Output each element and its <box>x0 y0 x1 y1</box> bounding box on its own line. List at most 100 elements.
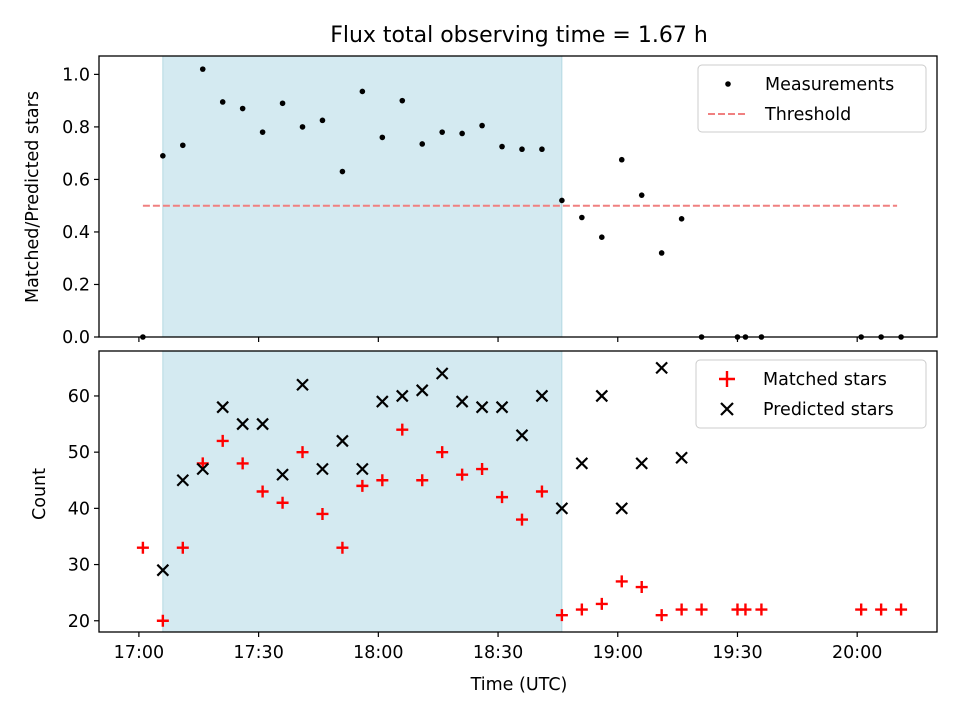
matched-stars-point <box>396 423 409 436</box>
matched-stars-point <box>296 446 309 459</box>
matched-stars-point <box>855 603 868 616</box>
matched-stars-point <box>515 513 528 526</box>
matched-stars-point <box>675 603 688 616</box>
measurement-point <box>299 124 306 130</box>
measurement-point <box>678 216 685 222</box>
predicted-stars-point <box>156 563 170 577</box>
bottom-panel-frame <box>98 350 938 633</box>
measurement-point <box>359 88 366 95</box>
y-tick-label: 40 <box>68 499 90 519</box>
legend-marker-measurements <box>725 81 731 87</box>
top-panel-frame <box>98 55 938 338</box>
measurement-point <box>339 168 346 175</box>
y-tick-label: 1.0 <box>62 65 90 85</box>
matched-stars-point <box>436 446 449 459</box>
predicted-stars-point <box>415 384 429 397</box>
matched-stars-point <box>416 474 429 487</box>
matched-stars-point <box>875 603 888 616</box>
measurement-point <box>479 122 485 129</box>
predicted-stars-point <box>575 457 589 470</box>
matched-stars-point <box>216 434 229 447</box>
legend-label-threshold: Threshold <box>764 105 851 125</box>
measurement-point <box>519 146 525 153</box>
matched-stars-point <box>739 603 752 616</box>
matched-stars-point <box>256 485 269 498</box>
y-tick-label: 0.6 <box>62 170 90 190</box>
matched-stars-point <box>376 474 389 487</box>
count-points <box>136 361 908 627</box>
measurement-point <box>599 234 605 241</box>
y-tick-label: 50 <box>68 443 90 463</box>
matched-stars-point <box>655 609 668 622</box>
legend-label-measurements: Measurements <box>765 75 894 95</box>
predicted-stars-point <box>176 473 190 487</box>
measurement-point <box>499 143 505 150</box>
top-y-ticks: 0.0 0.2 0.4 0.6 0.8 1.0 <box>62 65 99 348</box>
x-tick-label: 19:30 <box>712 643 762 663</box>
measurement-point <box>259 129 266 135</box>
y-tick-label: 30 <box>68 556 90 576</box>
bottom-x-ticks: 17:00 17:30 18:00 18:30 19:00 19:30 20:00 <box>114 632 882 663</box>
predicted-stars-point <box>635 457 648 470</box>
bottom-y-ticks: 20 30 40 50 60 <box>68 387 99 632</box>
predicted-stars-point <box>535 389 549 403</box>
matched-stars-point <box>635 581 648 594</box>
matched-stars-point <box>535 485 548 498</box>
predicted-stars-point <box>196 462 210 476</box>
measurement-point <box>439 129 445 135</box>
legend-marker-predicted <box>720 402 734 416</box>
measurement-point <box>618 156 625 163</box>
matched-stars-point <box>316 507 329 520</box>
y-tick-label: 0.2 <box>62 275 90 295</box>
y-tick-label: 0.4 <box>62 223 90 243</box>
legend-label-matched: Matched stars <box>763 370 887 390</box>
x-tick-label: 18:00 <box>353 643 403 663</box>
measurement-point <box>279 100 286 107</box>
predicted-stars-point <box>276 468 289 481</box>
predicted-stars-point <box>236 417 249 431</box>
legend-marker-matched <box>719 371 735 387</box>
predicted-stars-point <box>455 395 469 408</box>
measurement-point <box>319 117 326 124</box>
measurement-point <box>539 146 545 153</box>
y-tick-label: 0.0 <box>62 328 90 348</box>
matched-stars-point <box>476 463 489 476</box>
bottom-y-axis-label: Count <box>30 468 50 520</box>
measurement-point <box>419 141 426 147</box>
top-x-ticks <box>138 337 858 342</box>
predicted-stars-point <box>376 395 389 408</box>
predicted-stars-point <box>316 462 329 476</box>
matched-stars-point <box>236 457 249 470</box>
matched-stars-point <box>575 603 588 616</box>
measurement-point <box>559 197 565 204</box>
x-tick-label: 19:00 <box>593 643 643 663</box>
matched-stars-point <box>356 479 369 492</box>
predicted-stars-point <box>336 434 349 448</box>
predicted-stars-point <box>515 429 529 442</box>
matched-stars-point <box>156 614 169 627</box>
measurement-points <box>140 66 904 340</box>
measurement-point <box>459 130 465 137</box>
measurement-point <box>239 105 246 112</box>
measurement-point <box>379 134 386 141</box>
predicted-stars-point <box>216 400 229 414</box>
predicted-stars-point <box>256 417 269 431</box>
x-tick-label: 20:00 <box>832 643 882 663</box>
matched-stars-point <box>755 603 768 616</box>
matched-stars-point <box>496 491 509 504</box>
y-tick-label: 20 <box>68 612 90 632</box>
measurement-point <box>579 214 585 221</box>
measurement-point <box>160 152 166 159</box>
top-legend: Measurements Threshold <box>697 64 927 133</box>
bottom-legend: Matched stars Predicted stars <box>695 359 927 429</box>
top-panel-span <box>162 55 563 338</box>
x-tick-label: 17:30 <box>233 643 283 663</box>
predicted-stars-point <box>356 462 369 476</box>
x-tick-label: 17:00 <box>114 643 164 663</box>
predicted-stars-point <box>495 400 509 414</box>
matched-stars-point <box>895 603 908 616</box>
matched-stars-point <box>176 541 189 554</box>
measurement-point <box>399 97 406 104</box>
predicted-stars-point <box>615 502 629 515</box>
predicted-stars-point <box>395 389 409 403</box>
